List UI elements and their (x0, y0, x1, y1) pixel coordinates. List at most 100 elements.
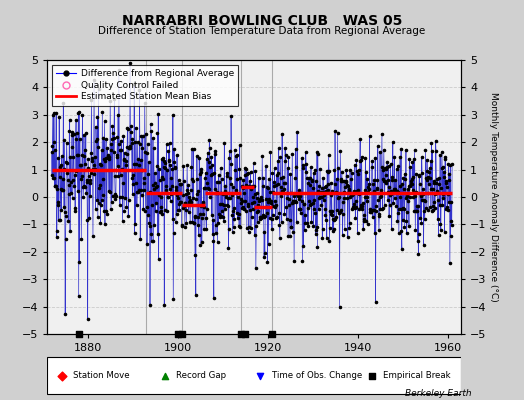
Point (282, 216, 291, 222)
Point (353, 188, 361, 194)
Point (374, 143, 382, 150)
Point (74, 331, 83, 337)
Point (429, 186, 437, 192)
Point (372, 299, 380, 305)
Point (313, 151, 322, 157)
Point (432, 180, 441, 186)
Point (408, 176, 416, 182)
Point (288, 198, 297, 204)
Point (316, 190, 324, 196)
Point (214, 220, 223, 227)
Point (315, 206, 323, 212)
Point (386, 161, 395, 167)
Point (167, 191, 176, 198)
Point (153, 163, 161, 169)
Point (154, 110, 162, 117)
Point (94, 214, 102, 220)
Point (110, 149, 118, 155)
Point (226, 181, 235, 187)
Point (447, 217, 455, 224)
Point (134, 189, 142, 196)
Point (445, 199, 453, 205)
Point (88, 158, 96, 165)
Point (118, 218, 127, 224)
Point (321, 188, 330, 194)
Point (137, 187, 145, 193)
Point (282, 204, 290, 210)
Point (256, 214, 264, 220)
Point (73, 188, 82, 194)
Point (96, 182, 104, 188)
Point (79, 183, 87, 190)
Point (220, 218, 228, 224)
Point (344, 234, 352, 240)
Point (375, 227, 383, 233)
Point (190, 220, 199, 226)
Point (244, 203, 253, 209)
Point (359, 216, 368, 222)
Point (146, 302, 154, 308)
Point (376, 194, 384, 200)
Point (176, 199, 184, 206)
Point (413, 202, 421, 209)
Point (58, 373, 66, 379)
Point (222, 191, 230, 198)
Point (437, 185, 445, 191)
Point (213, 239, 222, 245)
Point (126, 60, 134, 66)
Point (378, 205, 387, 211)
Point (447, 222, 456, 228)
Point (370, 230, 379, 236)
Point (368, 373, 376, 379)
Point (185, 194, 193, 200)
Point (138, 167, 146, 174)
Point (265, 176, 273, 182)
Point (69, 154, 78, 160)
Point (276, 235, 284, 241)
Point (377, 187, 385, 194)
Point (406, 194, 414, 200)
Point (393, 166, 401, 172)
Point (393, 218, 401, 224)
Point (444, 190, 452, 197)
Point (358, 206, 366, 212)
Point (427, 140, 435, 146)
Point (444, 161, 453, 167)
Point (208, 162, 216, 168)
Point (351, 205, 359, 211)
Point (57, 162, 65, 168)
Point (116, 202, 124, 208)
Point (246, 178, 254, 184)
Point (194, 188, 203, 194)
Point (145, 159, 153, 165)
Point (405, 183, 413, 190)
Point (105, 153, 114, 160)
Point (387, 191, 396, 198)
Point (49, 175, 58, 181)
Point (133, 202, 141, 208)
Point (74, 293, 83, 300)
Point (88, 155, 96, 162)
Point (346, 176, 355, 182)
Point (145, 220, 154, 226)
Point (405, 156, 413, 162)
Point (135, 186, 143, 193)
Point (285, 154, 293, 160)
Point (144, 141, 152, 148)
Point (361, 155, 369, 161)
Point (189, 178, 197, 184)
Point (92, 124, 100, 130)
Point (276, 154, 285, 161)
Point (411, 192, 419, 199)
Point (61, 236, 70, 242)
Point (330, 167, 339, 173)
Point (304, 175, 313, 181)
Point (220, 202, 228, 208)
Point (396, 154, 404, 160)
Point (367, 206, 375, 213)
Text: Difference of Station Temperature Data from Regional Average: Difference of Station Temperature Data f… (99, 26, 425, 36)
Point (278, 219, 286, 225)
Point (62, 213, 70, 219)
Point (333, 190, 342, 196)
Point (217, 176, 226, 182)
